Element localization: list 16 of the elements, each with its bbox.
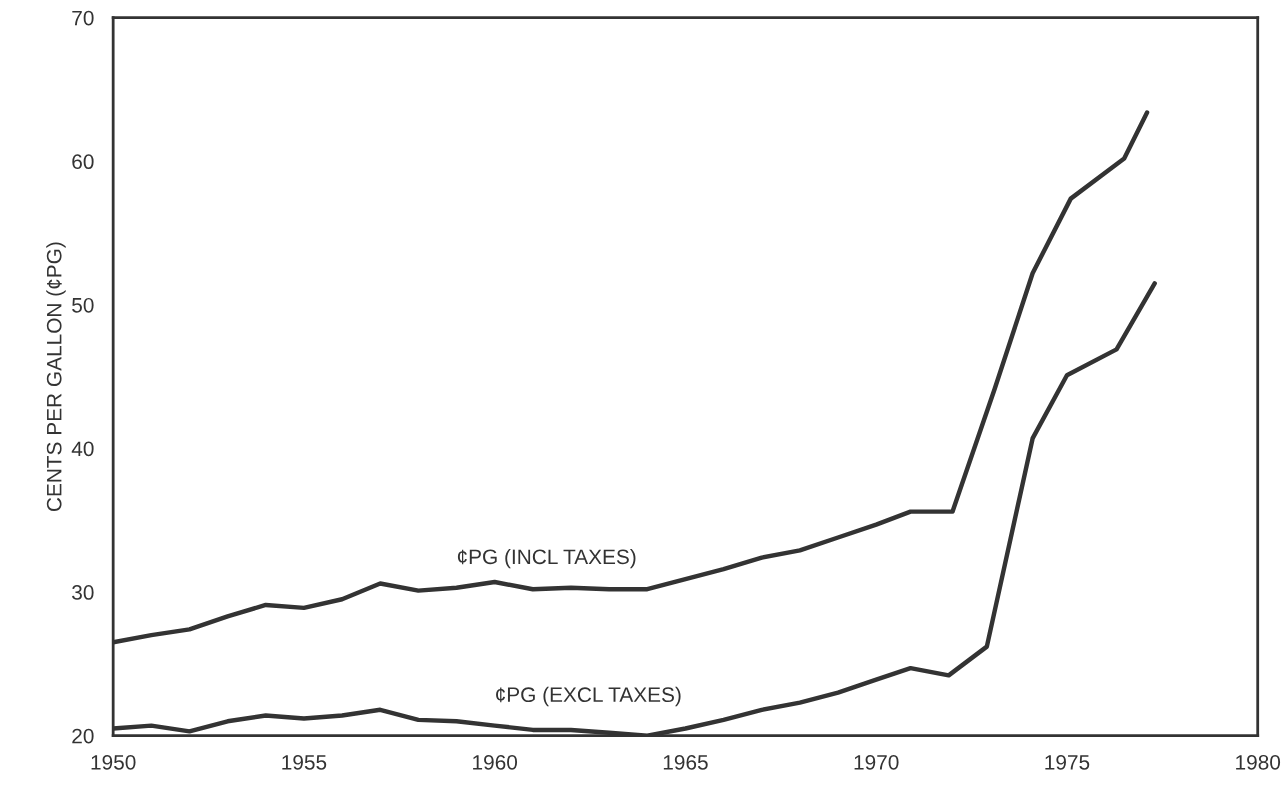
- x-tick-label: 1970: [854, 754, 899, 770]
- x-tick-label: 1955: [282, 754, 327, 770]
- y-tick-label: 40: [71, 441, 94, 457]
- x-tick-label: 1960: [473, 754, 518, 770]
- x-tick-label: 1980: [1236, 754, 1281, 770]
- y-tick-label: 30: [72, 585, 94, 600]
- x-tick-label: 1950: [91, 754, 136, 770]
- y-tick-label: 20: [72, 728, 94, 744]
- x-tick-label: 1975: [1045, 754, 1090, 770]
- y-tick-label: 60: [72, 154, 94, 170]
- annotation: ¢PG (EXCL TAXES): [496, 686, 681, 707]
- y-tick-label: 50: [72, 297, 94, 313]
- y-axis-title: CENTS PER GALLON (¢PG): [46, 242, 66, 512]
- annotation: ¢PG (INCL TAXES): [457, 548, 636, 569]
- x-tick-label: 1965: [663, 754, 708, 770]
- y-tick-label: 70: [72, 10, 94, 26]
